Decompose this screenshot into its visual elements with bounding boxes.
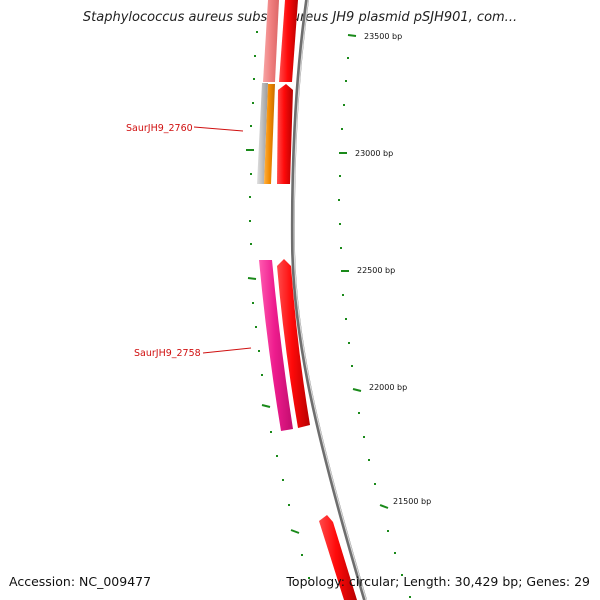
scale-label-21500: 21500 bp [393,497,431,506]
backbone-arc [290,0,367,600]
gene-features [257,0,357,600]
scale-label-23500: 23500 bp [364,32,402,41]
scale-label-22000: 22000 bp [369,383,407,392]
scale-ticks [338,34,411,598]
gene-red-2760[interactable] [277,84,293,184]
gene-pink-2758[interactable] [259,260,293,431]
gene-label-2760[interactable]: SaurJH9_2760 [126,123,193,134]
scale-label-22500: 22500 bp [357,266,395,275]
gene-red-bottom[interactable] [319,515,357,600]
gene-label-2758[interactable]: SaurJH9_2758 [134,348,201,359]
gene-red-2758[interactable] [277,259,310,428]
map-title: Staphylococcus aureus subsp. aureus JH9 … [82,10,518,25]
label-leader-2760 [193,126,244,132]
gene-salmon-top[interactable] [263,0,279,82]
accession-text: Accession: NC_009477 [9,574,152,589]
label-leader-2758 [202,347,252,354]
topology-summary: Topology: circular; Length: 30,429 bp; G… [286,574,590,589]
gene-red-top[interactable] [279,0,298,82]
inner-ticks [246,31,310,579]
gene-gray-2760[interactable] [257,83,268,184]
gene-orange-2760[interactable] [264,84,275,184]
scale-label-23000: 23000 bp [355,149,393,158]
